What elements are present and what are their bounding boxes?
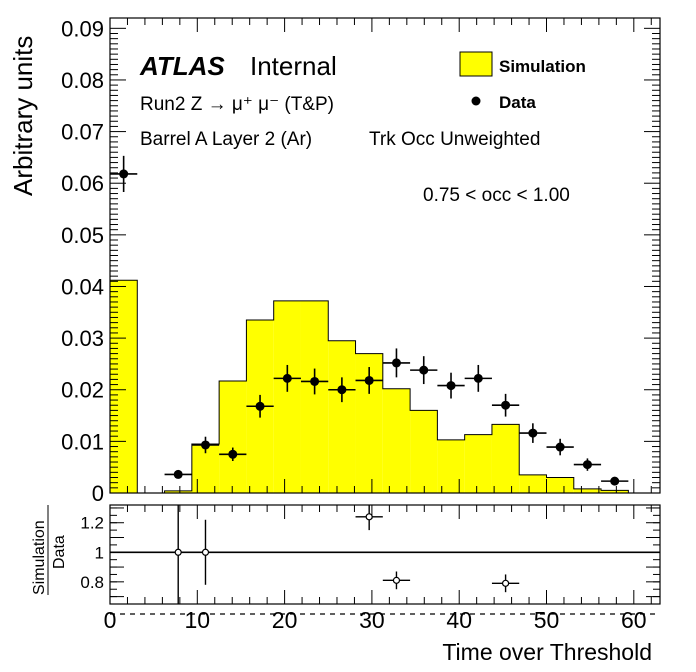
x-tick-label: 60 <box>621 607 647 633</box>
data-point <box>119 169 129 179</box>
y-tick-label: 0.07 <box>61 120 104 145</box>
data-point <box>255 401 265 411</box>
y-tick-label: 0.01 <box>61 429 104 454</box>
data-point <box>337 385 347 395</box>
y-tick-label: 0.09 <box>61 16 104 41</box>
y-tick-label: 0.05 <box>61 223 104 248</box>
data-point <box>610 476 620 486</box>
ratio-point <box>201 548 210 556</box>
y-tick-label: 0.04 <box>61 274 104 299</box>
ratio-plot-frame <box>109 504 661 605</box>
ratio-point <box>392 576 401 584</box>
ratio-point <box>174 548 182 556</box>
simulation-bar <box>382 388 411 493</box>
simulation-bar <box>300 300 329 493</box>
ratio-y-tick-label: 1.2 <box>80 514 104 533</box>
simulation-bar <box>110 280 138 493</box>
simulation-bar <box>464 434 492 493</box>
data-point <box>419 365 429 375</box>
x-tick-label: 20 <box>272 607 298 633</box>
legend: Simulation Data <box>459 51 586 112</box>
ratio-plot: 0.8 1 1.2 0 10 20 30 40 50 60 <box>80 504 661 633</box>
data-points <box>110 155 629 486</box>
data-point <box>228 449 238 459</box>
data-point <box>501 400 511 410</box>
data-point <box>364 375 374 385</box>
occ-range-label: 0.75 < occ < 1.00 <box>423 185 570 206</box>
main-plot: 0 0.01 0.02 0.03 0.04 0.05 0.06 0.07 0.08 0.09 <box>61 16 661 506</box>
data-point <box>173 469 183 479</box>
ratio-point <box>501 579 510 587</box>
internal-label: Internal <box>250 51 337 81</box>
ratio-point <box>365 513 373 521</box>
data-point <box>582 460 592 470</box>
ratio-y-label: Simulation Data <box>31 505 68 595</box>
legend-data-marker <box>471 96 481 106</box>
y-tick-label: 0.08 <box>61 68 104 93</box>
x-tick-label: 0 <box>104 607 117 633</box>
x-tick-label: 10 <box>185 607 211 633</box>
legend-simulation-label: Simulation <box>499 57 586 76</box>
simulation-bar <box>546 477 574 493</box>
data-point <box>200 440 210 450</box>
main-plot-axes: 0 0.01 0.02 0.03 0.04 0.05 0.06 0.07 0.08 0.09 <box>61 16 661 506</box>
ratio-y-tick-label: 0.8 <box>80 573 104 592</box>
simulation-bar <box>164 490 192 493</box>
data-point <box>473 373 483 383</box>
ratio-y-label-numerator: Simulation <box>31 520 48 595</box>
simulation-bar <box>410 410 438 493</box>
y-tick-label: 0.06 <box>61 171 104 196</box>
data-point <box>528 428 538 438</box>
x-axis-label: Time over Threshold <box>442 639 652 665</box>
simulation-bar <box>273 300 301 493</box>
simulation-bar <box>601 490 629 493</box>
x-tick-label: 40 <box>446 607 472 633</box>
atlas-label: ATLAS <box>139 51 225 81</box>
simulation-bar <box>437 439 465 493</box>
data-point <box>282 373 292 383</box>
run-label: Run2 Z → μ⁺ μ⁻ (T&P) <box>140 94 334 115</box>
y-tick-label: 0.03 <box>61 326 104 351</box>
simulation-bar <box>328 340 356 493</box>
y-tick-label: 0.02 <box>61 378 104 403</box>
weighting-label: Trk Occ Unweighted <box>369 129 540 150</box>
region-label: Barrel A Layer 2 (Ar) <box>140 129 312 150</box>
simulation-bar <box>519 474 547 493</box>
legend-data-label: Data <box>499 93 536 112</box>
y-axis-label: Arbitrary units <box>8 36 38 196</box>
data-point <box>391 358 401 368</box>
ratio-y-label-denominator: Data <box>51 535 68 569</box>
data-point <box>555 442 565 452</box>
simulation-bar <box>219 380 247 493</box>
x-tick-label: 30 <box>359 607 385 633</box>
ratio-points <box>164 505 520 604</box>
ratio-y-tick-label: 1 <box>95 543 104 562</box>
simulation-bar <box>573 488 602 493</box>
data-point <box>310 376 320 386</box>
legend-simulation-swatch <box>459 51 493 77</box>
data-point <box>446 381 456 391</box>
x-tick-label: 50 <box>534 607 560 633</box>
simulation-histogram <box>109 279 629 494</box>
simulation-bar <box>491 424 520 493</box>
simulation-outline <box>109 279 629 494</box>
y-tick-label: 0 <box>92 481 104 506</box>
